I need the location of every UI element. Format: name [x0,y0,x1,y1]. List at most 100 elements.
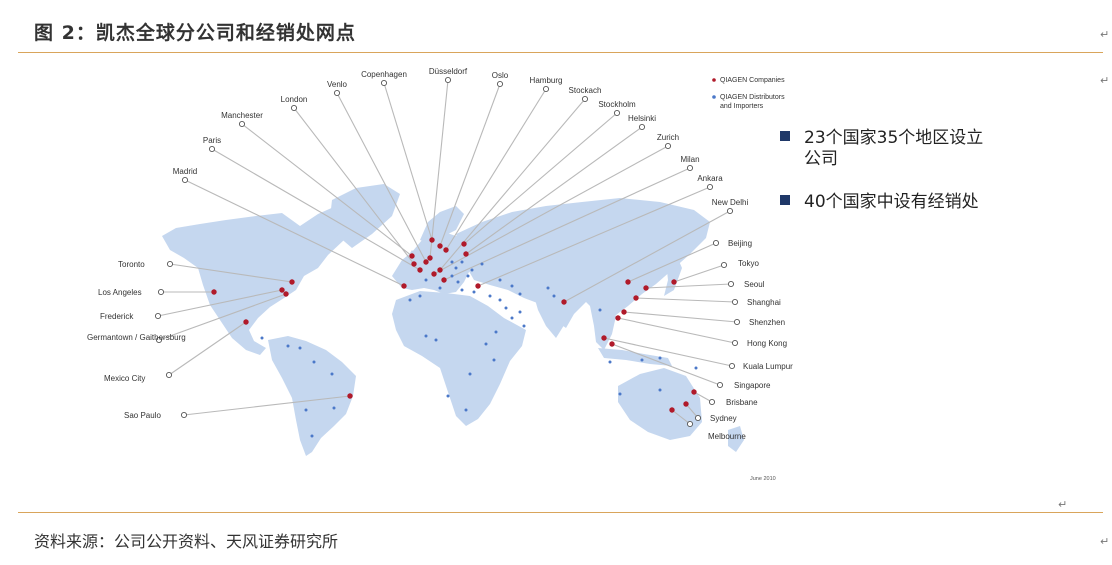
leader-line [336,92,427,263]
city-label: Brisbane [726,398,758,407]
city-label: Venlo [327,80,348,89]
distributor-marker [332,406,336,410]
label-anchor-circle [238,120,246,128]
label-anchor-circle [166,260,174,268]
leader-line [168,321,247,376]
city-label: Shenzhen [749,318,785,327]
leader-line [627,242,717,283]
label-anchor-circle [694,414,702,422]
distributor-marker [468,372,472,376]
city-label: New Delhi [712,198,749,207]
label-anchor-circle [708,398,716,406]
label-anchor-circle [733,318,741,326]
city-label: Düsseldorf [429,67,468,76]
company-marker [417,267,423,273]
distributor-marker [260,336,264,340]
label-anchor-circle [333,89,341,97]
company-marker [615,315,621,321]
land-north-america [162,206,350,355]
distributor-marker [418,294,422,298]
label-anchor-circle [686,420,694,428]
stat-companies: 23个国家35个地区设立 [804,128,983,148]
distributor-marker [464,408,468,412]
distributor-marker [518,310,522,314]
city-label: Mexico City [104,374,145,383]
city-label: Seoul [744,280,765,289]
leader-line [211,148,421,271]
distributor-marker [658,356,662,360]
label-anchor-circle [542,85,550,93]
company-marker [561,299,567,305]
label-anchor-circle [613,109,621,117]
company-marker [409,253,415,259]
company-marker [211,289,217,295]
city-labels: Copenhagen Düsseldorf Oslo Hamburg Stockach V… [87,67,793,441]
city-label: Sydney [710,414,737,423]
paragraph-mark: ↵ [1100,28,1110,41]
company-marker [683,401,689,407]
leader-line [445,88,547,251]
city-label: Kuala Lumpur [743,362,793,371]
company-marker [431,271,437,277]
leader-line [383,82,433,241]
city-label: Helsinki [628,114,656,123]
company-marker [671,279,677,285]
label-anchor-circle [165,371,173,379]
distributor-marker [472,290,476,294]
company-marker [475,283,481,289]
leader-line [429,79,449,259]
label-anchor-circle [154,312,162,320]
city-label: Paris [203,136,221,145]
stat-distributors: 40个国家中设有经销处 [804,192,979,212]
land-asia [456,198,710,328]
distributor-marker [518,292,522,296]
distributor-markers [260,260,698,438]
company-marker [609,341,615,347]
distributor-marker [608,360,612,364]
leader-lines [157,79,738,425]
leader-line [241,123,413,257]
city-label: Copenhagen [361,70,407,79]
distributor-marker [310,434,314,438]
company-marker [279,287,285,293]
distributor-marker [498,278,502,282]
stat-companies-cont: 公司 [804,149,838,169]
leader-line [693,391,713,403]
company-marker [437,267,443,273]
company-marker [625,279,631,285]
distributor-marker [460,288,464,292]
leader-line [645,283,732,289]
paragraph-mark: ↵ [1058,498,1068,511]
distributor-marker [522,324,526,328]
company-markers [211,237,697,413]
land-indonesia [598,348,672,366]
land-australia [618,368,702,440]
legend-companies: QIAGEN Companies [720,77,785,84]
distributor-marker [492,358,496,362]
company-marker [463,251,469,257]
city-label: Ankara [697,174,723,183]
city-label: Frederick [100,312,134,321]
label-anchor-circle [157,288,165,296]
label-anchor-circle [731,339,739,347]
distributor-marker [298,346,302,350]
label-anchor-circle [638,123,646,131]
distributor-marker [424,334,428,338]
city-label: Stockach [569,86,602,95]
distributor-marker [504,306,508,310]
leader-line [617,317,736,344]
distributor-marker [658,388,662,392]
legend-distributors: QIAGEN Distributors [720,94,785,101]
leader-line [183,395,351,416]
label-anchor-circle [155,336,163,344]
leader-line [184,179,405,287]
leader-line [293,107,415,265]
company-marker [643,285,649,291]
leader-line [169,263,293,283]
company-marker [437,243,443,249]
leader-line [603,337,733,367]
land-new-zealand [728,426,744,452]
stat-bullet [780,195,790,205]
distributor-marker [304,408,308,412]
distributor-marker [450,260,454,264]
